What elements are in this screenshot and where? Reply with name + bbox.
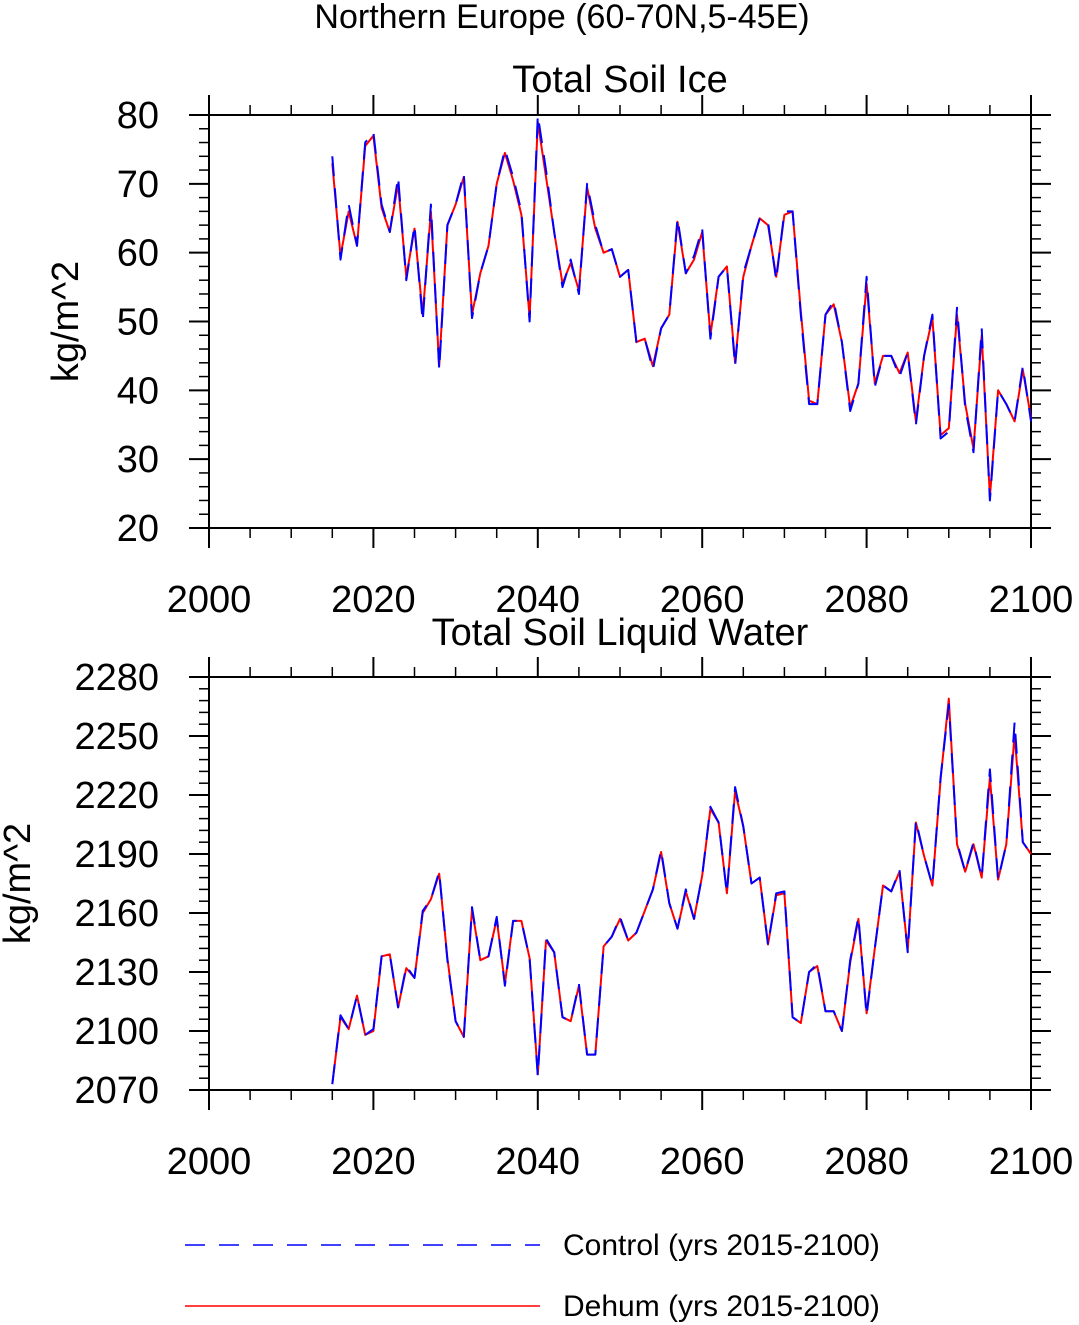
legend-control-label: Control (yrs 2015-2100)	[563, 1229, 880, 1262]
y-tick-label: 2160	[74, 893, 159, 935]
x-tick-label: 2020	[331, 579, 416, 621]
y-tick-label: 2070	[74, 1070, 159, 1112]
x-tick-label: 2000	[167, 1141, 252, 1183]
y-axis-label: kg/m^2	[45, 261, 87, 382]
legend-dehum-label: Dehum (yrs 2015-2100)	[563, 1290, 880, 1323]
y-tick-label: 2280	[74, 657, 159, 699]
panel-total-soil-liquid-water: Total Soil Liquid Water kg/m^2 2000 2020 204…	[0, 612, 1073, 1183]
chart-title: Total Soil Liquid Water	[432, 612, 809, 654]
series-control-line	[331, 703, 1032, 1085]
x-tick-label: 2080	[824, 579, 909, 621]
series-dehum-line	[331, 697, 1032, 1085]
x-tick-label: 2020	[331, 1141, 416, 1183]
page-title: Northern Europe (60-70N,5-45E)	[314, 0, 809, 36]
chart-title: Total Soil Ice	[512, 59, 727, 101]
x-tick-label: 2100	[989, 1141, 1074, 1183]
x-tick-label: 2100	[989, 579, 1074, 621]
x-tick-label: 2000	[167, 579, 252, 621]
y-tick-label: 2190	[74, 834, 159, 876]
x-tick-label: 2060	[660, 1141, 745, 1183]
series-control-line	[331, 114, 1032, 502]
y-axis-label: kg/m^2	[0, 823, 39, 944]
legend: Control (yrs 2015-2100) Dehum (yrs 2015-…	[185, 1229, 880, 1323]
plot-frame	[208, 114, 1032, 529]
y-tick-label: 40	[117, 370, 159, 412]
x-tick-label: 2040	[496, 579, 581, 621]
y-tick-label: 20	[117, 508, 159, 550]
plot-frame	[208, 676, 1032, 1091]
x-tick-label: 2080	[824, 1141, 909, 1183]
series-dehum-line	[331, 120, 1032, 498]
y-tick-label: 70	[117, 164, 159, 206]
y-tick-label: 60	[117, 233, 159, 275]
y-tick-label: 2220	[74, 775, 159, 817]
y-tick-label: 80	[117, 95, 159, 137]
x-tick-label: 2060	[660, 579, 745, 621]
y-tick-label: 2250	[74, 716, 159, 758]
y-tick-label: 2130	[74, 952, 159, 994]
x-tick-label: 2040	[496, 1141, 581, 1183]
y-tick-label: 2100	[74, 1011, 159, 1053]
y-tick-label: 50	[117, 302, 159, 344]
y-tick-label: 30	[117, 439, 159, 481]
